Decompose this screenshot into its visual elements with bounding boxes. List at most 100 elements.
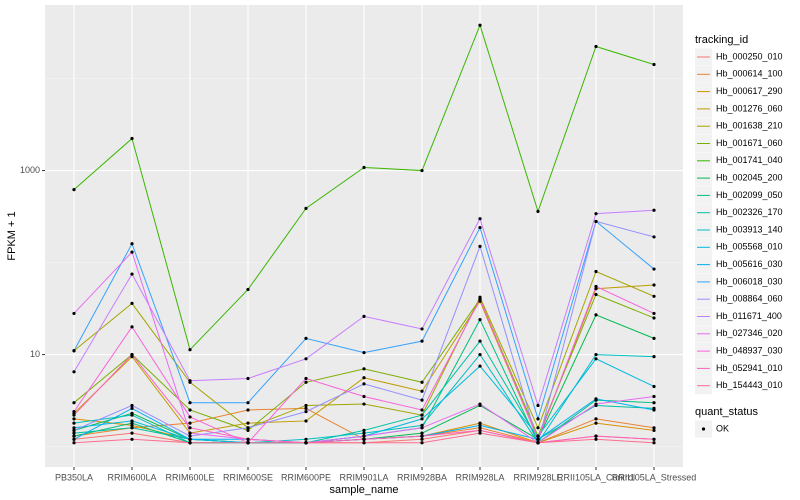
data-point [652,311,656,316]
data-point [304,336,308,340]
data-point [188,431,192,435]
data-point [420,408,424,412]
data-point [72,311,76,316]
data-point [652,437,656,441]
data-point [246,437,250,441]
data-point [652,336,656,340]
data-point [188,441,192,445]
legend-title: tracking_id [695,34,748,46]
data-point [652,426,656,430]
data-point [478,23,482,27]
data-point [594,357,598,361]
x-tick-label: RRIM600LA [107,472,156,482]
x-tick-label: RRIM928BA [397,472,447,482]
data-point [652,283,656,287]
x-tick-label: RRII105LA_Control [557,472,635,482]
y-axis-title: FPKM + 1 [6,211,18,260]
data-point [536,441,540,445]
legend-label: Hb_002099_050 [716,190,783,200]
legend-label: Hb_011671_400 [716,311,782,321]
data-point [72,431,76,435]
legend-label: Hb_052941_010 [716,363,783,373]
data-point [536,434,540,438]
data-point [652,394,656,399]
data-point [72,434,76,438]
data-point [594,44,598,49]
data-point [594,434,598,438]
data-point [188,434,192,438]
data-point [478,431,482,435]
data-point [130,325,134,329]
data-point [188,379,192,383]
data-point [652,208,656,212]
data-point [246,401,250,405]
data-point [594,212,598,216]
x-tick-label: RRII105LA_Stressed [612,472,697,482]
status-legend-title: quant_status [695,406,758,418]
x-tick-label: RRIM600PE [281,472,331,482]
data-point [188,421,192,425]
data-point [420,327,424,331]
data-point [188,408,192,412]
data-point [72,421,76,425]
data-point [652,267,656,271]
data-point [72,426,76,430]
data-point [130,423,134,427]
data-point [420,417,424,421]
data-point [594,219,598,224]
x-tick-label: RRIM600LE [165,472,214,482]
data-point [420,426,424,430]
y-tick-label: 1000 [20,165,40,175]
data-point [478,225,482,230]
data-point [536,417,540,421]
data-point [362,382,366,386]
data-point [420,380,424,384]
data-point [246,376,250,381]
data-point [188,415,192,419]
data-point [478,364,482,368]
data-point [362,394,366,399]
data-point [188,437,192,441]
data-point [420,398,424,402]
data-point [304,380,308,384]
data-point [594,313,598,317]
data-point [478,421,482,425]
data-point [478,339,482,343]
data-point [478,423,482,427]
data-point [420,437,424,441]
legend-label: Hb_000617_290 [716,86,783,96]
data-point [72,413,76,417]
x-tick-label: RRIM901LA [339,472,388,482]
data-point [72,349,76,353]
data-point [652,384,656,389]
data-point [362,367,366,371]
data-point [304,403,308,408]
data-point [362,165,366,170]
data-point [72,401,76,405]
data-point [304,437,308,441]
legend-label: Hb_001741_040 [716,155,783,165]
x-tick-label: RRIM928LA [455,472,504,482]
data-point [594,352,598,357]
legend-label: Hb_005616_030 [716,259,783,269]
data-point [72,188,76,192]
data-point [304,441,308,445]
data-point [594,402,598,406]
legend-label: Hb_008864_060 [716,294,783,304]
data-point [478,428,482,432]
data-point [304,357,308,361]
data-point [130,431,134,435]
data-point [536,437,540,441]
data-point [304,419,308,423]
data-point [72,370,76,374]
data-point [594,292,598,297]
legend-label: Hb_001638_210 [716,121,783,131]
legend-label: Hb_154443_010 [716,380,783,390]
data-point [246,441,250,445]
data-point [362,314,366,318]
data-point [246,426,250,430]
legend-label: Hb_001276_060 [716,103,783,113]
data-point [594,287,598,291]
data-point [130,426,134,430]
data-point [652,235,656,239]
